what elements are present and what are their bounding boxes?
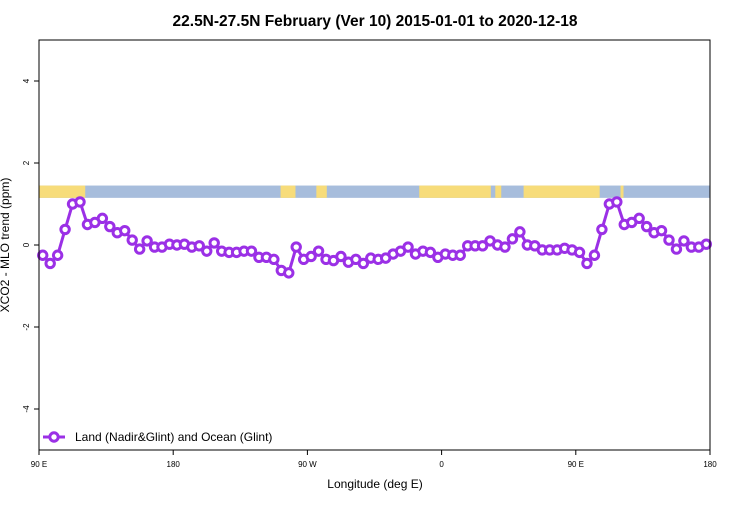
- data-point: [611, 196, 623, 208]
- x-tick-label: 90 E: [568, 460, 584, 469]
- x-axis-label: Longitude (deg E): [327, 477, 422, 491]
- data-point: [573, 246, 586, 259]
- land-segment: [523, 185, 600, 198]
- data-point: [655, 224, 668, 237]
- x-tick-label: 90 E: [31, 460, 47, 469]
- legend-marker-swatch: [48, 431, 60, 443]
- x-tick-label: 0: [439, 460, 444, 469]
- data-point: [499, 241, 511, 253]
- data-point: [51, 249, 64, 261]
- data-point: [402, 241, 414, 253]
- data-point: [119, 224, 131, 237]
- y-axis-label: XCO2 - MLO trend (ppm): [0, 178, 12, 313]
- data-point: [44, 257, 56, 270]
- data-point: [74, 196, 86, 208]
- data-point: [133, 243, 146, 255]
- land-segment: [495, 185, 502, 198]
- series-layer: [37, 196, 712, 279]
- x-tick-label: 90 W: [298, 460, 317, 469]
- data-point: [506, 233, 519, 245]
- data-point: [633, 212, 645, 225]
- data-point: [245, 245, 258, 257]
- data-point: [663, 234, 675, 246]
- data-point: [59, 223, 71, 236]
- data-point: [588, 249, 601, 261]
- land-segment: [419, 185, 491, 198]
- data-point: [268, 253, 280, 266]
- data-point: [312, 245, 325, 257]
- x-tick-label: 180: [167, 460, 181, 469]
- data-point: [141, 235, 153, 247]
- data-point: [640, 220, 653, 233]
- data-point: [424, 246, 437, 259]
- land-segment: [280, 185, 296, 198]
- y-tick-label: 2: [22, 160, 31, 165]
- data-point: [290, 241, 302, 253]
- data-point: [193, 240, 205, 252]
- data-point: [670, 243, 683, 255]
- land-segment: [316, 185, 327, 198]
- x-tick-label: 180: [703, 460, 717, 469]
- data-point: [201, 245, 213, 257]
- land-ocean-band: [39, 185, 710, 198]
- data-point: [700, 238, 712, 250]
- data-point: [335, 250, 347, 263]
- y-tick-label: 0: [22, 242, 31, 247]
- legend-label: Land (Nadir&Glint) and Ocean (Glint): [75, 430, 272, 444]
- land-segment: [39, 185, 86, 198]
- chart-title: 22.5N-27.5N February (Ver 10) 2015-01-01…: [173, 13, 578, 30]
- data-point: [96, 212, 109, 225]
- y-tick-label: -4: [22, 405, 31, 413]
- land-segment: [620, 185, 624, 198]
- data-point: [678, 235, 690, 247]
- data-point: [357, 257, 370, 270]
- data-point: [37, 249, 49, 261]
- data-point: [596, 223, 608, 236]
- data-point: [305, 250, 317, 263]
- data-point: [514, 226, 526, 238]
- legend: Land (Nadir&Glint) and Ocean (Glint): [43, 430, 272, 444]
- data-point: [476, 240, 489, 252]
- data-point: [581, 257, 593, 270]
- data-point: [283, 267, 295, 279]
- data-point: [208, 237, 220, 249]
- data-point: [454, 249, 466, 261]
- y-axis: -4 -2 0 2 4: [22, 78, 39, 413]
- data-point: [126, 234, 138, 246]
- y-tick-label: 4: [22, 78, 31, 83]
- data-point: [104, 220, 116, 233]
- ocean-band: [39, 185, 710, 198]
- y-tick-label: -2: [22, 323, 31, 331]
- x-axis: 90 E 180 90 W 0 90 E 180: [31, 450, 717, 469]
